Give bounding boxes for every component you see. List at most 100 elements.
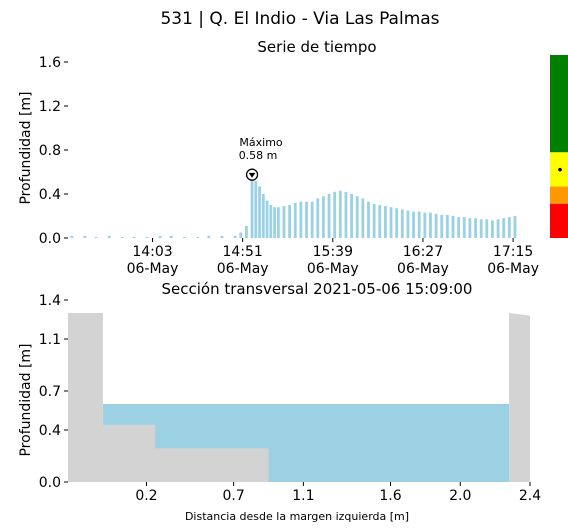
cross-section-y-ticks: 0.0 0.4 0.7 1.1 1.4 (39, 293, 68, 491)
series-bar (344, 191, 348, 238)
series-bar (367, 201, 370, 238)
series-bar (423, 212, 427, 238)
series-bar (389, 207, 393, 238)
series-bar (265, 200, 269, 238)
series-bar (169, 235, 173, 238)
series-bar (451, 216, 455, 238)
series-bar (310, 201, 314, 238)
series-bar (333, 191, 337, 238)
x-tick-date: 06-May (307, 261, 359, 277)
cross-section-x-ticks: 0.2 0.7 1.1 1.6 2.0 2.4 (135, 482, 541, 504)
y-tick-label: 1.2 (39, 99, 61, 115)
cross-section-y-axis-label: Profundidad [m] (18, 343, 34, 456)
series-bar (417, 211, 421, 238)
cross-section-shapes (68, 313, 530, 482)
series-bar (485, 219, 489, 238)
current-level-dot (558, 167, 562, 172)
y-tick-label: 1.4 (39, 293, 61, 309)
series-bar (502, 218, 506, 238)
series-bar (322, 196, 325, 238)
series-bar (261, 194, 265, 238)
y-tick-label: 0.4 (39, 423, 61, 439)
series-bar (220, 235, 224, 238)
series-bar (276, 207, 280, 238)
max-annotation-value: 0.58 m (239, 149, 278, 162)
x-tick-time: 17:15 (493, 244, 533, 260)
x-tick-date: 06-May (127, 261, 179, 277)
series-bar (496, 219, 500, 238)
series-bar (491, 220, 494, 238)
series-bar (258, 186, 261, 238)
series-bar (293, 202, 297, 238)
x-tick-time: 16:27 (403, 244, 443, 260)
series-bar (158, 235, 162, 238)
series-bar (83, 235, 87, 238)
series-bar (434, 213, 438, 238)
series-bar (239, 232, 243, 238)
x-tick-label: 2.4 (519, 488, 541, 504)
y-tick-label: 1.1 (39, 332, 61, 348)
time-series-y-axis-label: Profundidad [m] (18, 91, 34, 204)
x-tick-label: 1.1 (292, 488, 314, 504)
series-bar (145, 236, 149, 238)
max-marker-icon (245, 168, 259, 181)
series-bar (400, 209, 404, 238)
time-series-y-ticks: 0.0 0.4 0.8 1.2 1.6 (39, 55, 68, 247)
series-bar (327, 194, 331, 238)
max-annotation-label: Máximo (239, 136, 283, 149)
x-tick-time: 15:39 (313, 244, 353, 260)
series-bar (457, 217, 461, 238)
x-tick-label: 0.2 (135, 488, 157, 504)
series-bar (507, 217, 511, 238)
cross-section-chart: Sección transversal 2021-05-06 15:09:00 … (18, 280, 541, 523)
series-bar (250, 174, 254, 238)
alert-level-segment (550, 55, 568, 153)
series-bar (406, 210, 410, 238)
alert-level-segment (550, 203, 568, 238)
x-tick-time: 14:51 (222, 244, 262, 260)
series-bar (288, 205, 292, 238)
x-tick-label: 1.6 (379, 488, 401, 504)
channel-bed (68, 313, 530, 482)
series-bar (107, 235, 111, 238)
alert-level-scale (550, 55, 568, 238)
series-bar (94, 236, 98, 238)
series-bar (132, 236, 136, 238)
y-tick-label: 0.0 (39, 231, 61, 247)
series-bar (412, 211, 415, 238)
series-bar (305, 201, 308, 238)
time-series-x-ticks: 14:0306-May14:5106-May15:3906-May16:2706… (127, 238, 539, 277)
time-series-chart: Serie de tiempo Profundidad [m] 0.00.40.… (18, 38, 568, 277)
series-bar (440, 214, 444, 238)
series-bar (207, 235, 211, 238)
series-bar (121, 236, 124, 238)
y-tick-label: 0.8 (39, 143, 61, 159)
max-marker-arrow (248, 172, 256, 178)
series-bar (233, 235, 237, 238)
x-tick-time: 14:03 (132, 244, 172, 260)
x-tick-label: 2.0 (449, 488, 471, 504)
series-bar (378, 205, 382, 238)
figure-title: 531 | Q. El Indio - Via Las Palmas (160, 9, 439, 29)
series-bar (372, 203, 376, 238)
time-series-bars (70, 174, 517, 238)
series-bar (245, 225, 248, 238)
y-tick-label: 1.6 (39, 55, 61, 71)
series-bar (513, 216, 517, 238)
cross-section-title: Sección transversal 2021-05-06 15:09:00 (162, 280, 473, 298)
series-bar (462, 217, 466, 238)
x-tick-date: 06-May (217, 261, 269, 277)
series-bar (316, 198, 320, 238)
max-annotation: Máximo 0.58 m (239, 136, 283, 181)
series-bar (479, 219, 483, 238)
series-bar (350, 194, 353, 238)
series-bar (383, 206, 387, 238)
cross-section-x-axis-label: Distancia desde la margen izquierda [m] (185, 510, 409, 523)
y-tick-label: 0.4 (39, 187, 61, 203)
time-series-title: Serie de tiempo (257, 38, 376, 56)
series-bar (429, 212, 432, 238)
series-bar (299, 201, 303, 238)
series-bar (196, 236, 199, 238)
x-tick-label: 0.7 (222, 488, 244, 504)
